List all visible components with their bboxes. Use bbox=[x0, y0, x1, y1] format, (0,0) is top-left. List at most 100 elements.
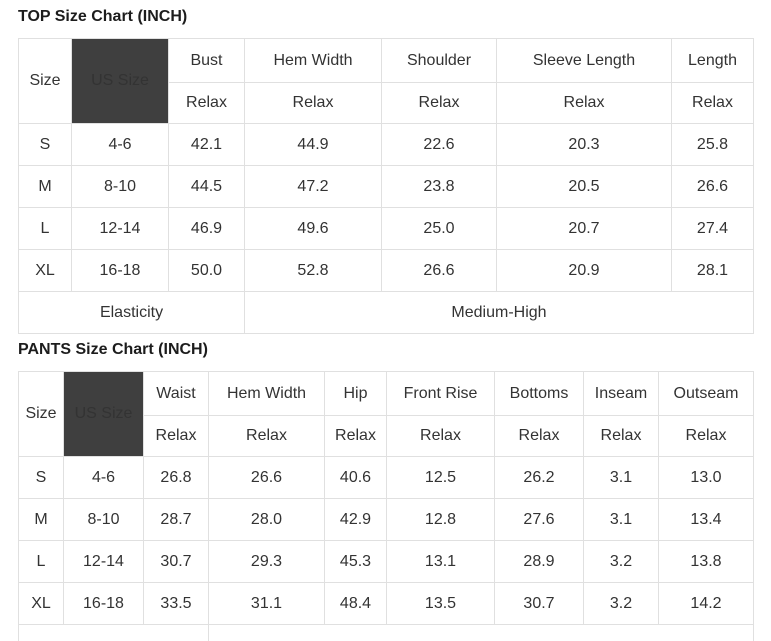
us-size-cell: 16-18 bbox=[71, 249, 169, 292]
measurement-value-cell: 28.0 bbox=[208, 498, 325, 541]
size-cell: S bbox=[18, 456, 64, 499]
size-data-row: S 4-6 26.8 26.6 40.6 12.5 26.2 3.1 13.0 bbox=[18, 456, 754, 499]
measurement-value-cell: 12.8 bbox=[386, 498, 495, 541]
measurement-value-cell: 3.2 bbox=[583, 582, 659, 625]
measurement-value-cell: 45.3 bbox=[324, 540, 387, 583]
measurement-value-cell: 20.3 bbox=[496, 123, 672, 166]
measurement-value-cell: 30.7 bbox=[143, 540, 209, 583]
measurement-value-cell: 42.1 bbox=[168, 123, 245, 166]
measurement-value-cell: 3.1 bbox=[583, 498, 659, 541]
measure-column-header: Sleeve Length bbox=[496, 38, 672, 83]
size-data-row: XL 16-18 50.0 52.8 26.6 20.9 28.1 bbox=[18, 249, 754, 292]
top-size-table: Size US Size Bust Hem Width Shoulder Sleeve L… bbox=[18, 38, 754, 334]
measurement-value-cell: 13.8 bbox=[658, 540, 754, 583]
elasticity-label-cell bbox=[18, 624, 209, 641]
measure-column-header: Bottoms bbox=[494, 371, 584, 416]
measurement-value-cell: 49.6 bbox=[244, 207, 382, 250]
measure-column-header: Hem Width bbox=[244, 38, 382, 83]
measure-column-header: Hem Width bbox=[208, 371, 325, 416]
measurement-value-cell: 52.8 bbox=[244, 249, 382, 292]
measurement-value-cell: 30.7 bbox=[494, 582, 584, 625]
measurement-value-cell: 44.9 bbox=[244, 123, 382, 166]
elasticity-value-cell: Medium-High bbox=[244, 291, 754, 334]
size-cell: S bbox=[18, 123, 72, 166]
measure-column-header: Bust bbox=[168, 38, 245, 83]
pants-chart-title: PANTS Size Chart (INCH) bbox=[18, 341, 208, 358]
size-cell: M bbox=[18, 165, 72, 208]
measure-column-header: Length bbox=[671, 38, 754, 83]
measure-column-header: Hip bbox=[324, 371, 387, 416]
measurement-value-cell: 26.2 bbox=[494, 456, 584, 499]
fit-label-row: Relax Relax Relax Relax Relax Relax Relax bbox=[19, 415, 754, 457]
top-size-chart: Size US Size Bust Hem Width Shoulder Sleeve L… bbox=[18, 38, 754, 334]
measurement-value-cell: 28.9 bbox=[494, 540, 584, 583]
elasticity-row bbox=[18, 624, 754, 641]
us-size-cell: 16-18 bbox=[63, 582, 144, 625]
header-row: Size US Size Waist Hem Width Hip Front Rise Bo… bbox=[18, 371, 754, 457]
measurement-value-cell: 12.5 bbox=[386, 456, 495, 499]
measurement-value-cell: 13.0 bbox=[658, 456, 754, 499]
measurement-value-cell: 3.1 bbox=[583, 456, 659, 499]
measurement-value-cell: 26.6 bbox=[381, 249, 497, 292]
elasticity-value-cell bbox=[208, 624, 754, 641]
fit-label-cell: Relax bbox=[496, 82, 672, 124]
measurement-value-cell: 47.2 bbox=[244, 165, 382, 208]
measurement-value-cell: 22.6 bbox=[381, 123, 497, 166]
measurement-value-cell: 31.1 bbox=[208, 582, 325, 625]
size-cell: M bbox=[18, 498, 64, 541]
fit-label-row: Relax Relax Relax Relax Relax bbox=[19, 82, 754, 124]
measurement-value-cell: 40.6 bbox=[324, 456, 387, 499]
fit-label-cell: Relax bbox=[244, 82, 382, 124]
measurement-value-cell: 26.8 bbox=[143, 456, 209, 499]
fit-label-cell: Relax bbox=[381, 82, 497, 124]
measurement-value-cell: 42.9 bbox=[324, 498, 387, 541]
us-size-cell: 4-6 bbox=[71, 123, 169, 166]
measurement-value-cell: 13.5 bbox=[386, 582, 495, 625]
measurement-value-cell: 13.1 bbox=[386, 540, 495, 583]
measurement-value-cell: 14.2 bbox=[658, 582, 754, 625]
size-cell: XL bbox=[18, 249, 72, 292]
measurement-value-cell: 33.5 bbox=[143, 582, 209, 625]
fit-label-cell: Relax bbox=[208, 415, 325, 457]
fit-label-cell: Relax bbox=[168, 82, 245, 124]
size-data-row: XL 16-18 33.5 31.1 48.4 13.5 30.7 3.2 14.2 bbox=[18, 582, 754, 625]
measurement-value-cell: 26.6 bbox=[208, 456, 325, 499]
top-chart-title: TOP Size Chart (INCH) bbox=[18, 8, 188, 25]
size-cell: L bbox=[18, 540, 64, 583]
fit-label-cell: Relax bbox=[671, 82, 754, 124]
pants-size-table: Size US Size Waist Hem Width Hip Front Rise Bo… bbox=[18, 371, 754, 641]
measurement-value-cell: 44.5 bbox=[168, 165, 245, 208]
fit-label-cell: Relax bbox=[494, 415, 584, 457]
size-column-header: Size bbox=[18, 38, 72, 124]
size-data-row: M 8-10 28.7 28.0 42.9 12.8 27.6 3.1 13.4 bbox=[18, 498, 754, 541]
size-cell: L bbox=[18, 207, 72, 250]
measurement-value-cell: 48.4 bbox=[324, 582, 387, 625]
pants-size-chart: Size US Size Waist Hem Width Hip Front Rise Bo… bbox=[18, 371, 754, 641]
size-cell: XL bbox=[18, 582, 64, 625]
elasticity-label-cell: Elasticity bbox=[18, 291, 245, 334]
size-data-row: L 12-14 46.9 49.6 25.0 20.7 27.4 bbox=[18, 207, 754, 250]
header-row: Size US Size Bust Hem Width Shoulder Sleeve L… bbox=[18, 38, 754, 124]
us-size-column-header: US Size bbox=[63, 371, 144, 457]
measurement-value-cell: 25.0 bbox=[381, 207, 497, 250]
us-size-cell: 8-10 bbox=[71, 165, 169, 208]
measurement-value-cell: 46.9 bbox=[168, 207, 245, 250]
fit-label-cell: Relax bbox=[583, 415, 659, 457]
measurement-value-cell: 50.0 bbox=[168, 249, 245, 292]
fit-label-cell: Relax bbox=[386, 415, 495, 457]
elasticity-row: Elasticity Medium-High bbox=[18, 291, 754, 334]
size-data-row: S 4-6 42.1 44.9 22.6 20.3 25.8 bbox=[18, 123, 754, 166]
size-data-row: M 8-10 44.5 47.2 23.8 20.5 26.6 bbox=[18, 165, 754, 208]
measure-column-header: Outseam bbox=[658, 371, 754, 416]
measurement-value-cell: 13.4 bbox=[658, 498, 754, 541]
us-size-cell: 12-14 bbox=[63, 540, 144, 583]
measurement-value-cell: 27.4 bbox=[671, 207, 754, 250]
size-data-row: L 12-14 30.7 29.3 45.3 13.1 28.9 3.2 13.8 bbox=[18, 540, 754, 583]
us-size-cell: 12-14 bbox=[71, 207, 169, 250]
us-size-cell: 4-6 bbox=[63, 456, 144, 499]
measurement-value-cell: 28.1 bbox=[671, 249, 754, 292]
fit-label-cell: Relax bbox=[658, 415, 754, 457]
measurement-value-cell: 29.3 bbox=[208, 540, 325, 583]
size-column-header: Size bbox=[18, 371, 64, 457]
